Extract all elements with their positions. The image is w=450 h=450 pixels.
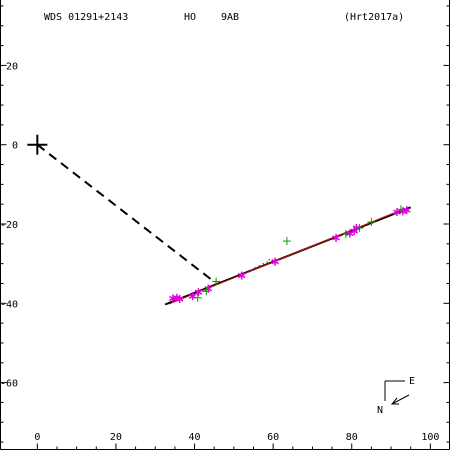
measurement-points [169, 205, 411, 303]
pair-code: 9AB [221, 12, 239, 23]
y-tick-label: 20 [6, 61, 18, 72]
y-tick-label: 0 [12, 141, 18, 152]
primary-star [27, 134, 48, 155]
x-tick-label: 80 [346, 432, 358, 443]
periastron-dashed-line [36, 143, 216, 284]
x-tick-label: 100 [421, 432, 439, 443]
micrometer-point [202, 287, 211, 296]
micrometer-point [282, 237, 291, 246]
micrometer-point [355, 223, 364, 232]
x-tick-label: 40 [189, 432, 201, 443]
y-tick-label: -20 [0, 220, 18, 231]
residual-point [258, 264, 261, 267]
speckle-point [194, 288, 203, 297]
y-tick-label: -40 [0, 299, 18, 310]
residual-point [242, 272, 245, 275]
micrometer-point [212, 277, 221, 286]
y-tick-label: -60 [0, 379, 18, 390]
motion-arrow [391, 394, 410, 405]
micrometer-point [367, 218, 376, 227]
micrometer-point [341, 229, 350, 238]
micrometer-point [193, 293, 202, 302]
compass-east-label: E [409, 376, 415, 387]
speckle-point [402, 206, 411, 215]
residual-point [266, 261, 269, 263]
x-tick-label: 60 [267, 432, 279, 443]
x-tick-label: 0 [34, 432, 40, 443]
reference-code: (Hrt2017a) [344, 12, 404, 23]
residual-point [250, 269, 253, 271]
speckle-point [175, 294, 184, 303]
compass-rose: E N [377, 376, 415, 416]
wds-identifier: WDS 01291+2143 [44, 12, 128, 23]
residual-point [262, 262, 265, 265]
residual-point [268, 258, 271, 261]
compass-north-label: N [377, 405, 383, 416]
residual-point [254, 266, 257, 269]
discoverer-code: HO [184, 12, 196, 23]
speckle-point [332, 233, 340, 242]
speckle-point [271, 257, 279, 266]
micrometer-point [396, 205, 405, 214]
motion-arrow-head [390, 397, 399, 405]
x-tick-label: 20 [110, 432, 122, 443]
